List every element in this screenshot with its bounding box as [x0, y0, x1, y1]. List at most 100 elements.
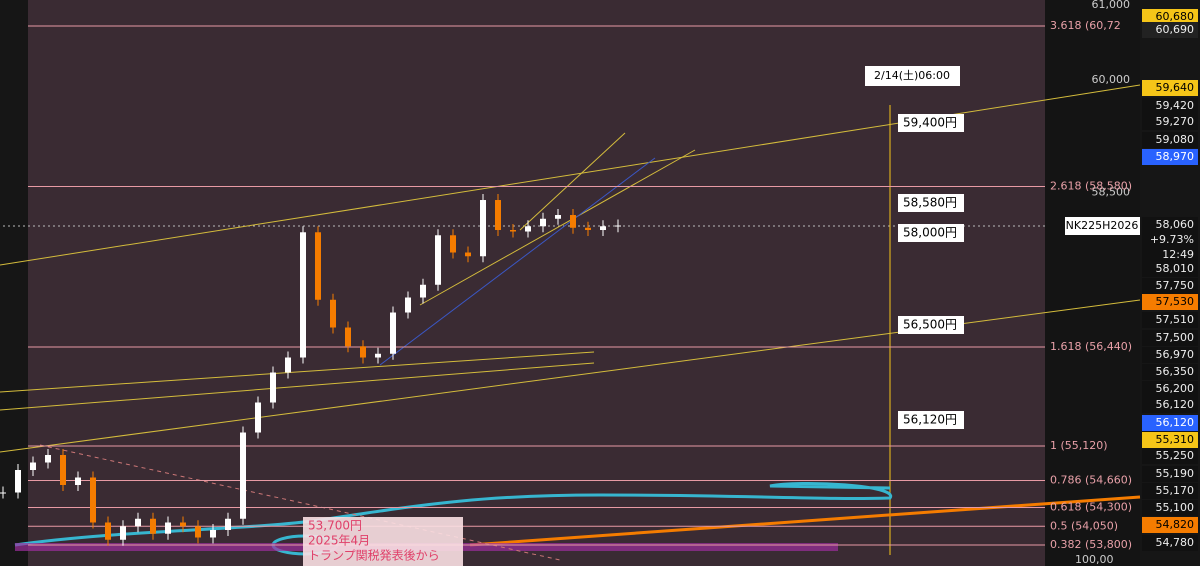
axis-label: 58,500 [1092, 186, 1131, 199]
note-box [898, 316, 964, 334]
price-tag-label: 58,970 [1156, 150, 1195, 163]
candle [180, 522, 186, 527]
candle [525, 226, 531, 232]
price-tag [1142, 80, 1198, 96]
candle [585, 227, 591, 231]
price-tag-label: 59,640 [1156, 81, 1195, 94]
symbol: NK225H2026 [1066, 219, 1139, 232]
memo-box [303, 517, 463, 566]
time-label: 2/14(土)06:00 [874, 69, 950, 82]
price-tag-label: 57,500 [1156, 331, 1195, 344]
price-tag [1142, 466, 1198, 482]
candle [450, 235, 456, 253]
price-tag [1142, 232, 1198, 248]
candle [615, 225, 621, 227]
candle [225, 518, 231, 531]
price-tag-label: 58,010 [1156, 262, 1195, 275]
price-tag [1142, 535, 1198, 551]
price-tag-label: 58,060 [1156, 218, 1195, 231]
price-tag [1142, 517, 1198, 533]
price-axis [1045, 0, 1140, 566]
note: 58,000円 [903, 226, 957, 240]
price-tag-label: 57,510 [1156, 313, 1195, 326]
memo-line: トランプ関税発表後から [308, 549, 440, 563]
price-tag-label: 59,080 [1156, 133, 1195, 146]
candle [90, 477, 96, 523]
price-tag [1142, 347, 1198, 363]
candle [405, 297, 411, 313]
note-box [898, 114, 964, 132]
axis-label: 60,000 [1092, 73, 1131, 86]
plot-area [28, 0, 1045, 566]
candle [30, 462, 36, 471]
candle [495, 200, 501, 231]
price-tag [1142, 132, 1198, 148]
candle [570, 215, 576, 228]
candle [135, 518, 141, 527]
candle [300, 232, 306, 358]
candle [315, 232, 321, 300]
price-tag-label: 57,530 [1156, 295, 1195, 308]
price-tag [1142, 217, 1198, 233]
note-box [898, 224, 964, 242]
candle [255, 402, 261, 433]
note: 58,580円 [903, 196, 957, 210]
price-tag-label: 56,120 [1156, 398, 1195, 411]
price-tag [1142, 397, 1198, 413]
time-label-box [865, 66, 960, 86]
price-tag-label: 60,690 [1156, 23, 1195, 36]
price-tag [1142, 98, 1198, 114]
trend-line-dashed [39, 444, 561, 561]
axis-label: 100,00 [1075, 553, 1114, 566]
price-tag [1142, 312, 1198, 328]
price-tag-label: 59,270 [1156, 115, 1195, 128]
candle [60, 455, 66, 486]
price-tag-label: 12:49 [1162, 248, 1194, 261]
candle [435, 235, 441, 285]
candle [390, 312, 396, 354]
price-tag-label: 60,680 [1156, 10, 1195, 23]
memo-line: 53,700円 [308, 519, 362, 533]
candle [510, 230, 516, 232]
note: 56,120円 [903, 413, 957, 427]
price-tag [1142, 149, 1198, 165]
price-tag [1142, 500, 1198, 516]
price-tag-label: 56,200 [1156, 382, 1195, 395]
price-tag [1142, 432, 1198, 448]
note: 56,500円 [903, 318, 957, 332]
candle [15, 470, 21, 493]
candle [45, 455, 51, 463]
price-tag [1142, 9, 1198, 25]
fib-label: 0.382 (53,800) [1050, 538, 1132, 551]
candle [240, 432, 246, 519]
candle [0, 492, 6, 494]
candle [270, 372, 276, 403]
price-tag-label: 56,970 [1156, 348, 1195, 361]
candle [105, 522, 111, 540]
price-tag [1142, 364, 1198, 380]
price-tag [1142, 261, 1198, 277]
trend-line-blue [379, 157, 656, 366]
price-tag-label: 54,780 [1156, 536, 1195, 549]
candle [375, 353, 381, 358]
candle [345, 327, 351, 347]
note-box [898, 411, 964, 429]
price-tag-label: 55,190 [1156, 467, 1195, 480]
price-tag [1142, 448, 1198, 464]
price-tag-label: 54,820 [1156, 518, 1195, 531]
note: 59,400円 [903, 116, 957, 130]
price-tag-label: 56,350 [1156, 365, 1195, 378]
candle [285, 357, 291, 373]
candle [360, 346, 366, 358]
price-tag [1142, 415, 1198, 431]
price-tag [1142, 247, 1198, 263]
candle [555, 215, 561, 219]
price-tag [1142, 381, 1198, 397]
price-tag-label: 56,120 [1156, 416, 1195, 429]
symbol-box [1065, 217, 1140, 235]
candle [330, 299, 336, 328]
price-tag-label: +9.73% [1150, 233, 1194, 246]
candle [195, 526, 201, 538]
axis-label: 61,000 [1092, 0, 1131, 11]
